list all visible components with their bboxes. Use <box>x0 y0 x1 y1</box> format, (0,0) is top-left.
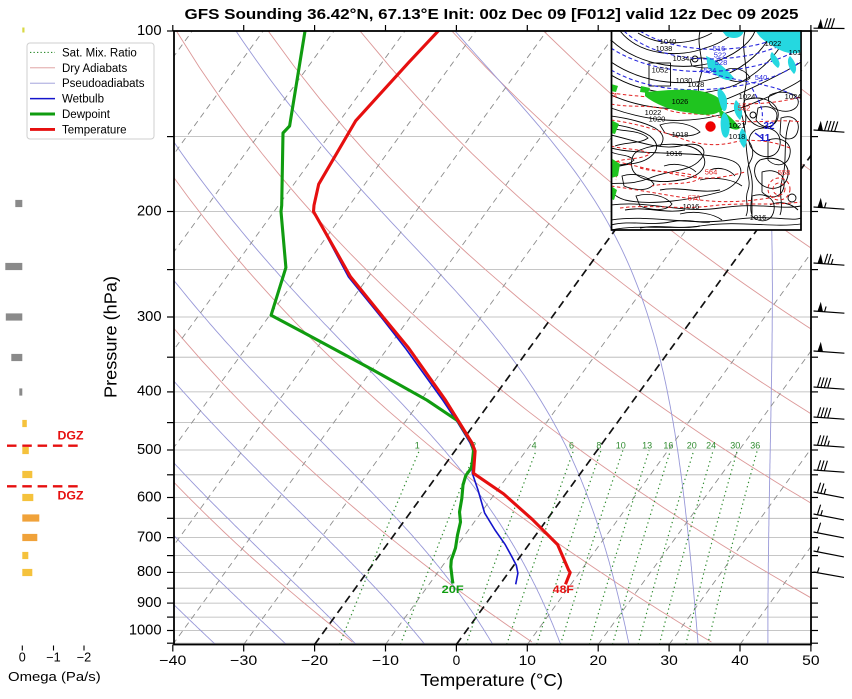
svg-text:1: 1 <box>415 441 420 451</box>
svg-text:Temperature (°C): Temperature (°C) <box>420 670 563 690</box>
svg-text:30: 30 <box>660 653 678 668</box>
svg-text:500: 500 <box>137 442 162 458</box>
svg-text:−30: −30 <box>230 653 257 668</box>
svg-text:1034: 1034 <box>673 54 690 63</box>
svg-text:30: 30 <box>730 441 740 451</box>
svg-text:100: 100 <box>137 23 162 39</box>
svg-text:800: 800 <box>137 564 162 580</box>
svg-text:1021: 1021 <box>729 121 746 130</box>
svg-text:36: 36 <box>750 441 760 451</box>
svg-text:534: 534 <box>704 66 717 75</box>
svg-text:1016: 1016 <box>750 213 767 222</box>
svg-text:0: 0 <box>453 653 461 668</box>
svg-text:6: 6 <box>569 441 574 451</box>
svg-text:10: 10 <box>519 653 537 668</box>
svg-text:1028: 1028 <box>688 80 705 89</box>
svg-text:1052: 1052 <box>652 66 669 75</box>
svg-text:10: 10 <box>616 441 626 451</box>
svg-text:400: 400 <box>137 384 162 400</box>
svg-text:Pressure (hPa): Pressure (hPa) <box>100 276 120 398</box>
svg-text:Temperature: Temperature <box>62 124 127 136</box>
svg-text:900: 900 <box>137 595 162 611</box>
svg-text:20F: 20F <box>442 584 464 596</box>
svg-text:Wetbulb: Wetbulb <box>62 94 104 106</box>
svg-text:600: 600 <box>137 489 162 505</box>
svg-text:32: 32 <box>763 121 775 132</box>
svg-text:DGZ: DGZ <box>58 430 84 442</box>
svg-text:−2: −2 <box>77 651 92 665</box>
svg-text:558: 558 <box>778 168 791 177</box>
svg-text:24: 24 <box>706 441 716 451</box>
svg-text:540: 540 <box>755 73 768 82</box>
svg-text:1026: 1026 <box>672 97 689 106</box>
svg-text:4: 4 <box>532 441 537 451</box>
svg-text:Omega (Pa/s): Omega (Pa/s) <box>8 670 101 684</box>
svg-text:Dry Adiabats: Dry Adiabats <box>62 63 127 75</box>
svg-text:300: 300 <box>137 309 162 325</box>
svg-text:1016: 1016 <box>683 202 700 211</box>
svg-text:1024: 1024 <box>739 92 756 101</box>
svg-text:552: 552 <box>738 104 751 113</box>
svg-text:700: 700 <box>137 529 162 545</box>
svg-text:8: 8 <box>596 441 601 451</box>
svg-text:1024: 1024 <box>785 92 802 101</box>
svg-text:1000: 1000 <box>129 622 162 638</box>
svg-text:20: 20 <box>687 441 697 451</box>
svg-text:−20: −20 <box>301 653 328 668</box>
svg-text:GFS Sounding 36.42°N, 67.13°E: GFS Sounding 36.42°N, 67.13°E Init: 00z … <box>185 6 800 23</box>
svg-text:564: 564 <box>705 168 718 177</box>
svg-text:1018: 1018 <box>672 130 689 139</box>
svg-text:528: 528 <box>715 58 728 67</box>
svg-text:1022: 1022 <box>765 39 782 48</box>
svg-text:−1: −1 <box>46 651 61 665</box>
svg-text:20: 20 <box>590 653 608 668</box>
svg-text:Sat. Mix. Ratio: Sat. Mix. Ratio <box>62 47 137 59</box>
svg-text:40: 40 <box>731 653 749 668</box>
svg-text:DGZ: DGZ <box>58 490 84 502</box>
svg-text:Pseudoadiabats: Pseudoadiabats <box>62 78 145 90</box>
svg-text:1020: 1020 <box>649 115 666 124</box>
svg-text:1018: 1018 <box>729 132 746 141</box>
svg-text:−40: −40 <box>159 653 186 668</box>
svg-text:0: 0 <box>19 651 26 665</box>
svg-text:1016: 1016 <box>666 149 683 158</box>
svg-text:48F: 48F <box>553 584 574 596</box>
svg-text:13: 13 <box>642 441 652 451</box>
svg-text:570: 570 <box>688 194 701 203</box>
svg-text:50: 50 <box>802 653 820 668</box>
svg-text:Dewpoint: Dewpoint <box>62 109 111 121</box>
svg-text:16: 16 <box>663 441 673 451</box>
svg-text:200: 200 <box>137 203 162 219</box>
svg-text:−10: −10 <box>372 653 399 668</box>
svg-text:1038: 1038 <box>656 44 673 53</box>
